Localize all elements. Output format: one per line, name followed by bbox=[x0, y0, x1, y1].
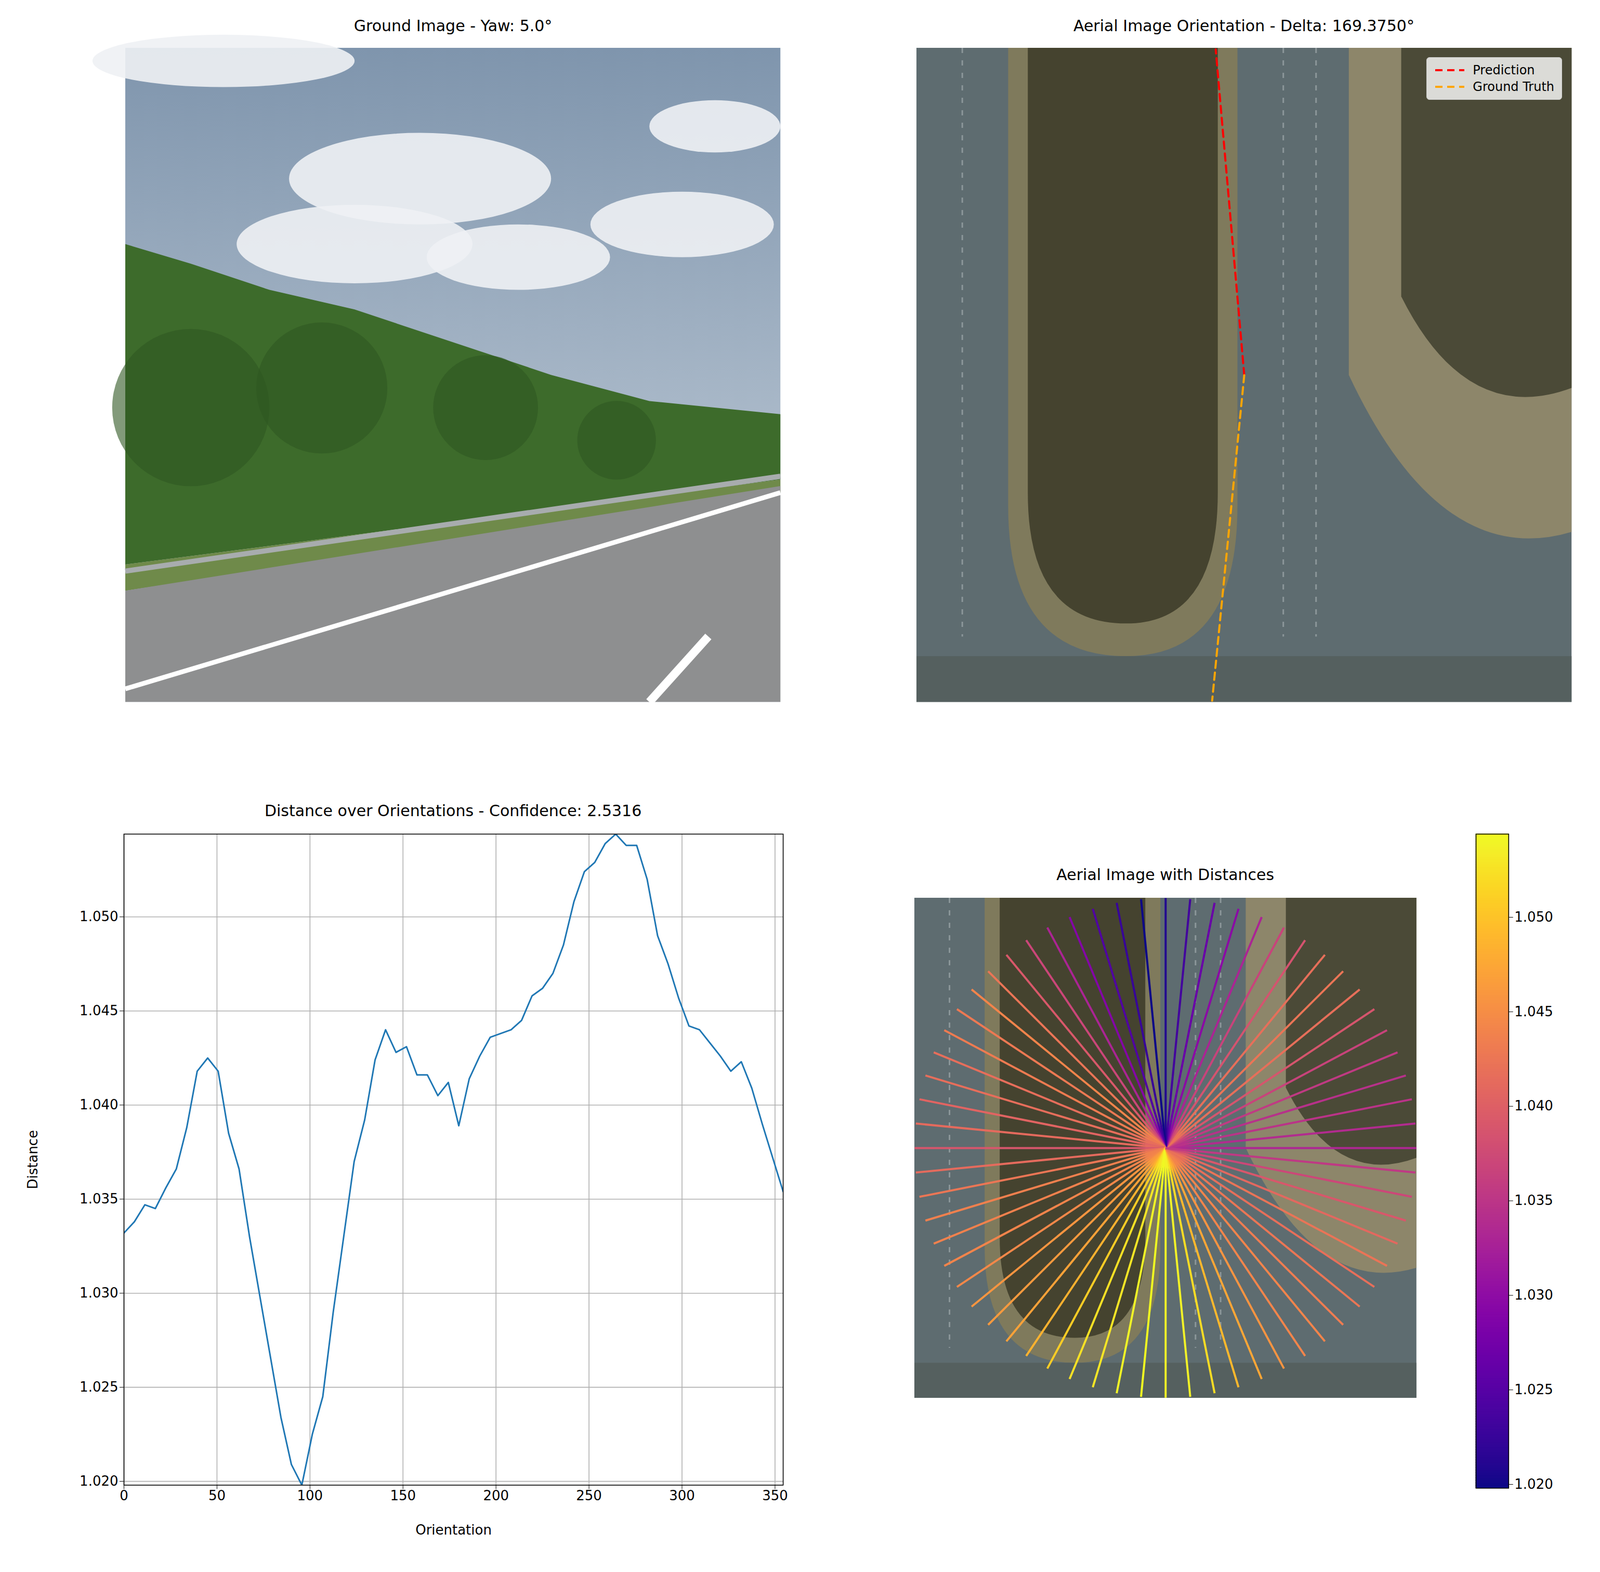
svg-text:1.030: 1.030 bbox=[79, 1284, 118, 1301]
svg-text:150: 150 bbox=[389, 1487, 416, 1504]
html-text:Prediction: Prediction bbox=[1472, 63, 1535, 78]
html-text:Aerial Image with Distances: Aerial Image with Distances bbox=[1056, 865, 1275, 884]
svg-text:1.035: 1.035 bbox=[1514, 1192, 1553, 1209]
svg-text:1.020: 1.020 bbox=[79, 1473, 118, 1489]
svg-text:1.025: 1.025 bbox=[79, 1379, 118, 1395]
svg-text:1.040: 1.040 bbox=[79, 1096, 118, 1113]
svg-text:1.025: 1.025 bbox=[1514, 1381, 1553, 1398]
svg-text:1.030: 1.030 bbox=[1514, 1287, 1553, 1303]
svg-text:1.035: 1.035 bbox=[79, 1190, 118, 1207]
svg-text:50: 50 bbox=[207, 1487, 226, 1504]
svg-text:250: 250 bbox=[575, 1487, 602, 1504]
svg-text:1.050: 1.050 bbox=[79, 908, 118, 925]
svg-text:Distance: Distance bbox=[24, 1130, 41, 1190]
svg-text:200: 200 bbox=[482, 1487, 509, 1504]
html-text:Ground Image - Yaw: 5.0°: Ground Image - Yaw: 5.0° bbox=[353, 16, 553, 35]
html-text:Aerial Image Orientation - Del: Aerial Image Orientation - Delta: 169.37… bbox=[1073, 16, 1415, 35]
html-text:Ground Truth: Ground Truth bbox=[1472, 79, 1555, 95]
svg-text:100: 100 bbox=[296, 1487, 323, 1504]
svg-text:350: 350 bbox=[762, 1487, 789, 1504]
svg-text:1.045: 1.045 bbox=[79, 1002, 118, 1019]
svg-text:1.045: 1.045 bbox=[1514, 1003, 1553, 1019]
svg-text:1.040: 1.040 bbox=[1514, 1097, 1553, 1114]
html-text:Distance over Orientations - C: Distance over Orientations - Confidence:… bbox=[264, 801, 642, 820]
svg-text:1.020: 1.020 bbox=[1514, 1476, 1553, 1492]
svg-text:Orientation: Orientation bbox=[415, 1522, 492, 1538]
svg-text:0: 0 bbox=[119, 1487, 129, 1504]
svg-text:1.050: 1.050 bbox=[1514, 909, 1553, 925]
svg-text:300: 300 bbox=[669, 1487, 695, 1504]
